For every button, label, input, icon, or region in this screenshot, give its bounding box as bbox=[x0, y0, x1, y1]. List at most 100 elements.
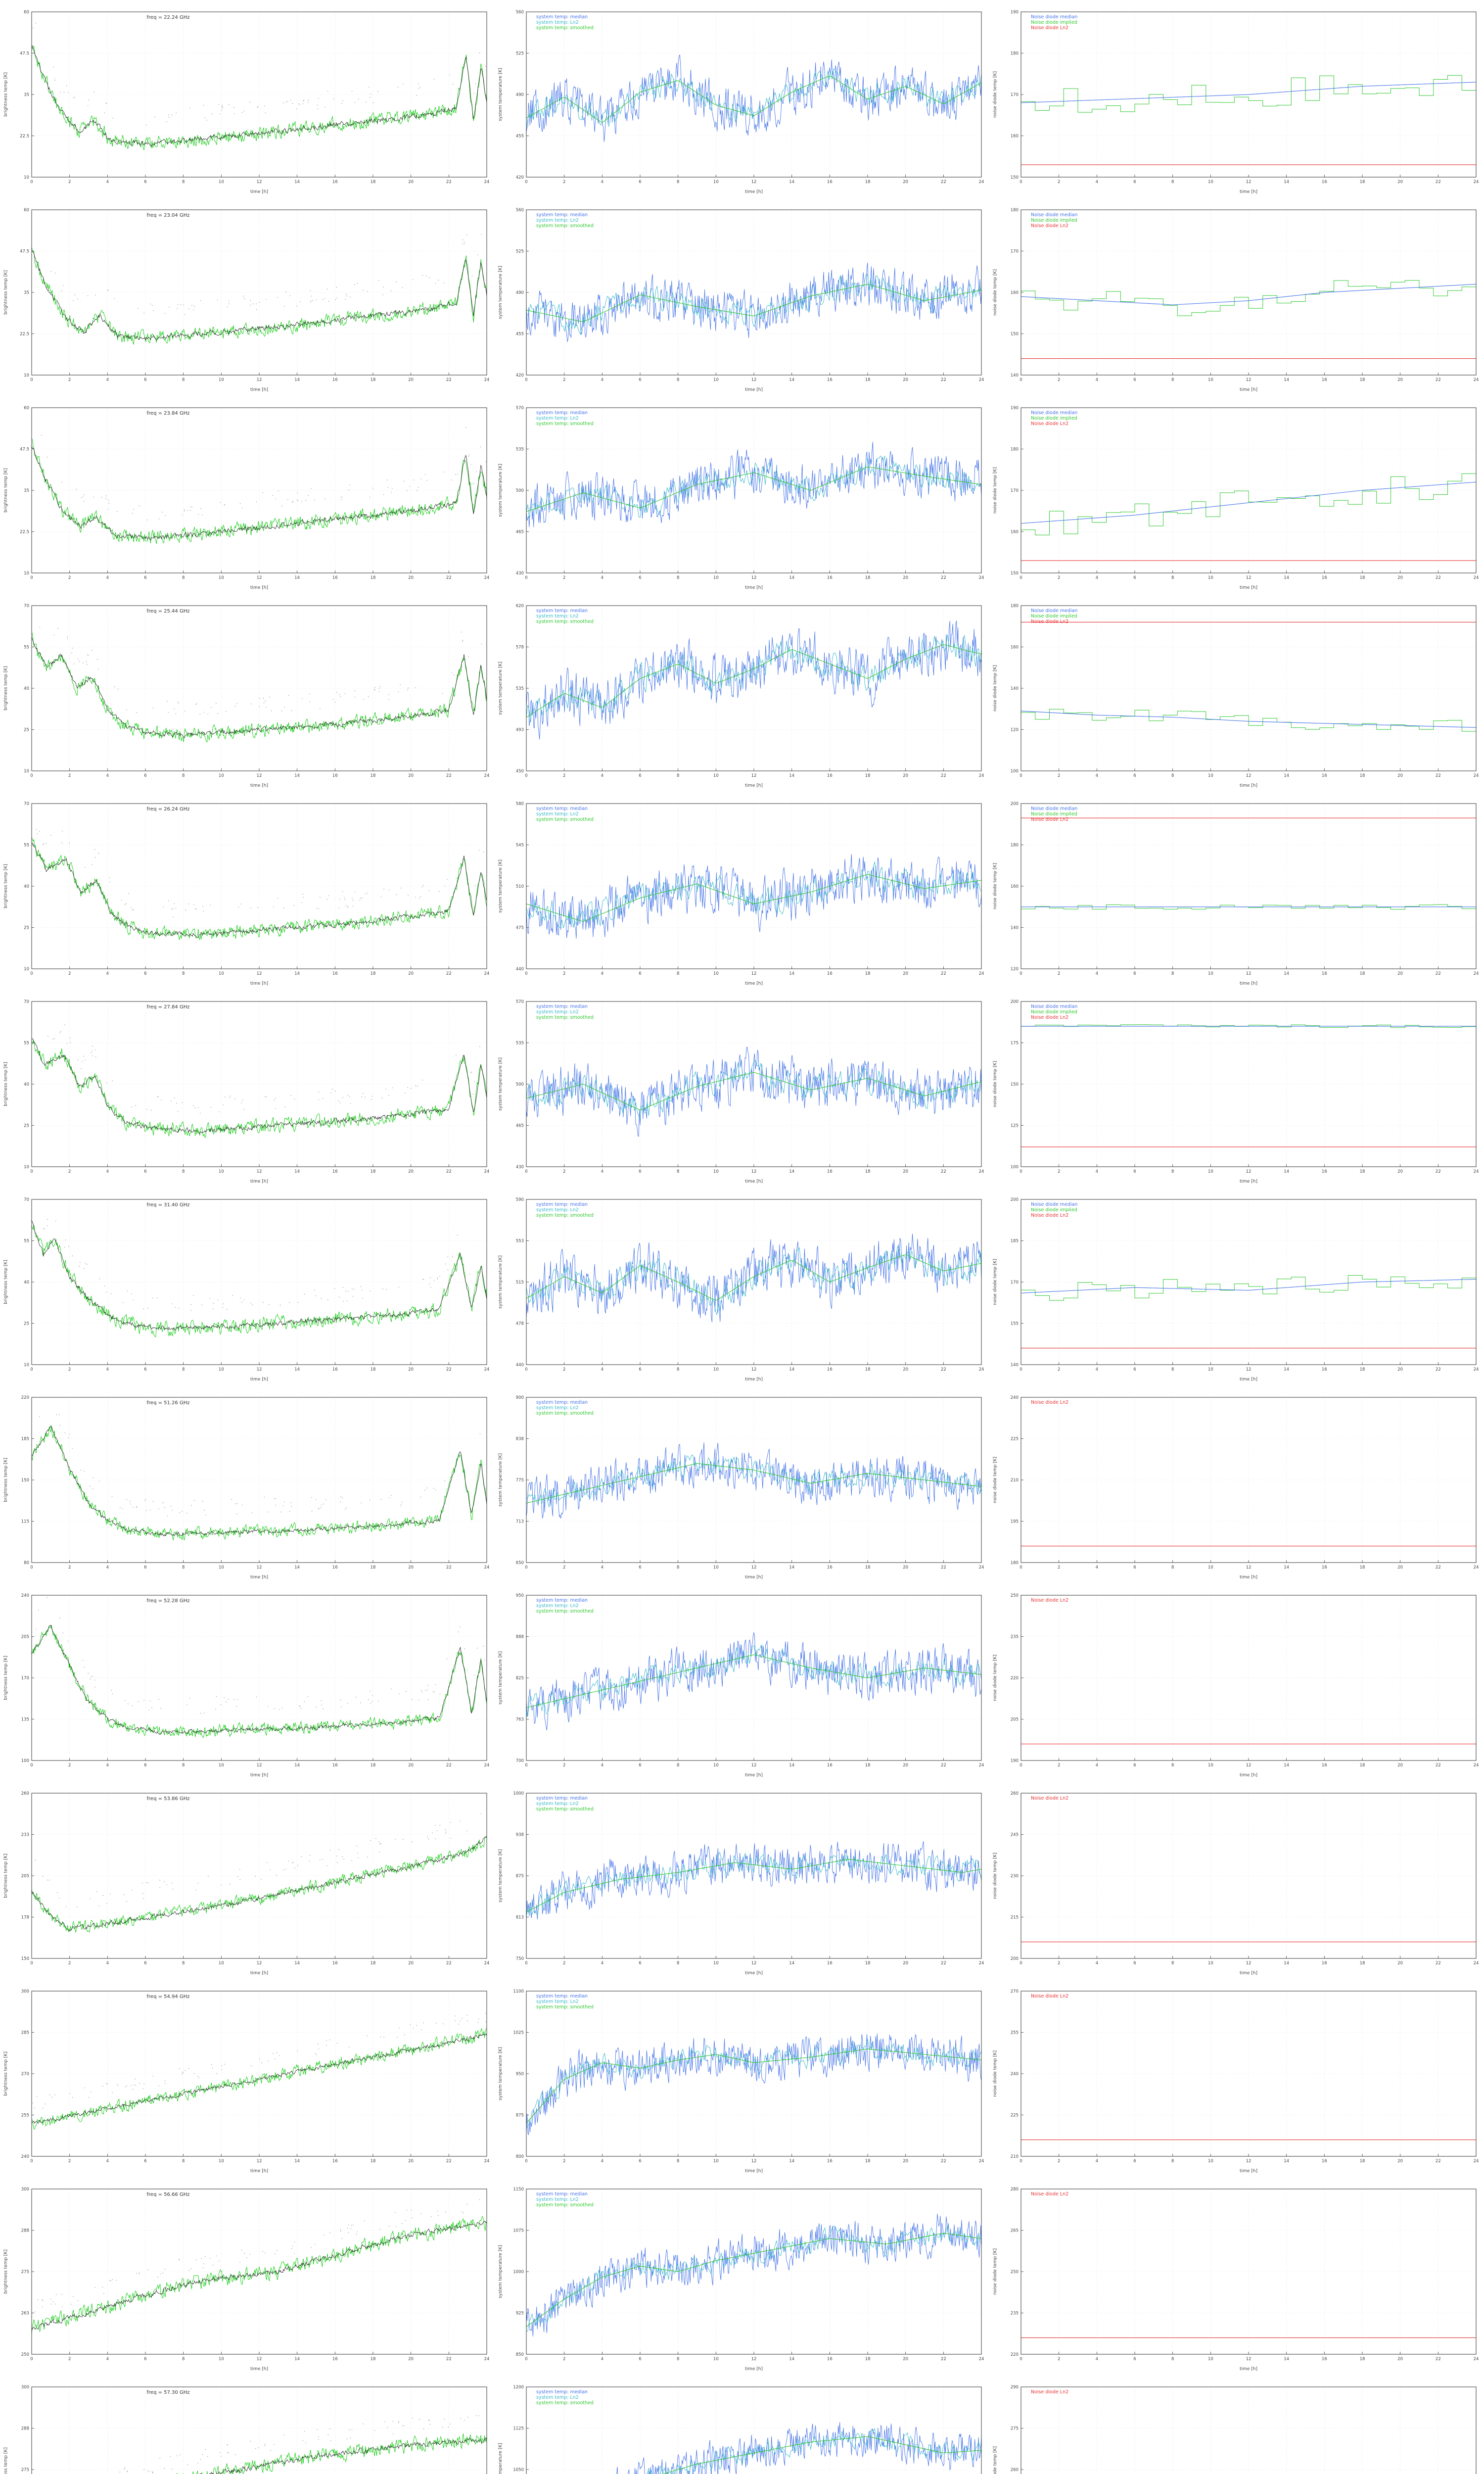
raw-sample-dot bbox=[396, 281, 397, 283]
raw-sample-dot bbox=[425, 474, 426, 475]
x-tick-label: 4 bbox=[1096, 1763, 1098, 1768]
x-tick-label: 2 bbox=[563, 2159, 565, 2164]
raw-sample-dot bbox=[316, 299, 317, 300]
raw-sample-dot bbox=[362, 898, 363, 899]
raw-sample-dot bbox=[294, 2253, 295, 2254]
plot-cell-r3-c3: 0 2 4 6 8 10 12 14 16 18 20 22 24 150 160 170 180 190 nois… bbox=[989, 396, 1484, 594]
raw-sample-dot bbox=[126, 1499, 127, 1500]
raw-sample-dot bbox=[231, 1499, 232, 1500]
sky median-line bbox=[32, 1624, 487, 1735]
raw-sample-dot bbox=[177, 1111, 179, 1112]
x-tick-label: 20 bbox=[408, 378, 414, 382]
raw-sample-dot bbox=[327, 91, 328, 92]
raw-sample-dot bbox=[404, 2034, 405, 2035]
raw-sample-dot bbox=[466, 2204, 468, 2205]
raw-sample-dot bbox=[325, 498, 326, 500]
raw-sample-dot bbox=[442, 2426, 443, 2428]
legend-entry: Noise diode median bbox=[1031, 1202, 1077, 1207]
raw-sample-dot bbox=[423, 1279, 424, 1280]
raw-sample-dot bbox=[101, 497, 102, 498]
raw-sample-dot bbox=[164, 2080, 166, 2082]
x-tick-label: 18 bbox=[371, 773, 376, 778]
y-tick-label: 195 bbox=[1011, 1520, 1019, 1524]
raw-sample-dot bbox=[50, 271, 52, 272]
raw-sample-dot bbox=[212, 2067, 213, 2069]
raw-sample-dot bbox=[35, 22, 36, 24]
raw-sample-dot bbox=[462, 640, 464, 641]
raw-sample-dot bbox=[413, 479, 414, 480]
x-axis-label: time [h] bbox=[250, 981, 268, 986]
raw-sample-dot bbox=[344, 897, 345, 898]
raw-sample-dot bbox=[98, 1905, 100, 1906]
raw-sample-dot bbox=[361, 1289, 363, 1291]
raw-sample-dot bbox=[110, 1893, 111, 1895]
raw-sample-dot bbox=[477, 2022, 478, 2023]
raw-sample-dot bbox=[197, 2463, 198, 2464]
x-tick-label: 22 bbox=[941, 1565, 946, 1570]
x-tick-label: 20 bbox=[903, 180, 908, 185]
x-tick-label: 14 bbox=[1284, 1565, 1289, 1570]
raw-sample-dot bbox=[195, 1890, 196, 1891]
x-tick-label: 2 bbox=[1058, 1763, 1060, 1768]
Noise diode implied-step-line bbox=[1021, 1275, 1476, 1301]
raw-sample-dot bbox=[305, 500, 306, 501]
raw-sample-dot bbox=[339, 899, 340, 900]
raw-sample-dot bbox=[328, 301, 329, 302]
x-tick-label: 8 bbox=[1171, 1367, 1174, 1372]
raw-sample-dot bbox=[412, 279, 414, 281]
x-tick-label: 22 bbox=[446, 2357, 452, 2362]
raw-sample-dot bbox=[445, 1833, 446, 1834]
raw-sample-dot bbox=[277, 2052, 278, 2053]
x-tick-label: 10 bbox=[713, 971, 719, 976]
x-tick-label: 12 bbox=[257, 180, 262, 185]
x-tick-label: 20 bbox=[903, 1367, 908, 1372]
raw-sample-dot bbox=[466, 1830, 467, 1832]
raw-sample-dot bbox=[468, 656, 469, 657]
raw-sample-dot bbox=[268, 2060, 269, 2062]
legend-entry: Noise diode Ln2 bbox=[1031, 421, 1068, 427]
raw-sample-dot bbox=[79, 1266, 80, 1267]
raw-sample-dot bbox=[43, 844, 44, 845]
y-tick-label: 115 bbox=[21, 1520, 29, 1524]
x-tick-label: 2 bbox=[1058, 971, 1060, 976]
legend-entry: system temp: smoothed bbox=[536, 25, 594, 31]
raw-sample-dot bbox=[74, 294, 76, 295]
x-tick-label: 14 bbox=[789, 2357, 794, 2362]
y-tick-label: 420 bbox=[516, 175, 524, 180]
y-tick-label: 580 bbox=[516, 802, 524, 807]
raw-sample-dot bbox=[309, 1860, 310, 1862]
x-tick-label: 10 bbox=[1208, 2357, 1213, 2362]
raw-sample-dot bbox=[95, 1056, 96, 1057]
x-tick-label: 8 bbox=[182, 2357, 185, 2362]
raw-sample-dot bbox=[162, 512, 163, 513]
raw-sample-dot bbox=[94, 1679, 95, 1681]
y-tick-label: 10 bbox=[24, 571, 29, 576]
plot-r4-c1: 0 2 4 6 8 10 12 14 16 18 20 22 241025405570brightnes… bbox=[3, 604, 489, 788]
x-tick-label: 8 bbox=[182, 180, 185, 185]
x-tick-label: 2 bbox=[68, 180, 71, 185]
sky median-line bbox=[32, 2033, 487, 2124]
raw-sample-dot bbox=[257, 106, 259, 107]
raw-sample-dot bbox=[297, 500, 299, 501]
x-tick-label: 4 bbox=[1096, 971, 1098, 976]
system temp: smoothed-line bbox=[661, 2436, 981, 2474]
y-tick-label: 1000 bbox=[513, 1791, 524, 1796]
raw-sample-dot bbox=[479, 1046, 480, 1047]
raw-sample-dot bbox=[105, 495, 107, 496]
raw-sample-dot bbox=[468, 454, 470, 455]
x-tick-label: 10 bbox=[219, 1763, 224, 1768]
plot-frame bbox=[31, 407, 487, 573]
x-tick-label: 18 bbox=[371, 1169, 376, 1174]
raw-sample-dot bbox=[347, 1703, 348, 1704]
x-tick-label: 22 bbox=[446, 180, 452, 185]
raw-sample-dot bbox=[273, 2444, 275, 2445]
x-tick-label: 22 bbox=[941, 378, 946, 382]
raw-sample-dot bbox=[62, 2306, 63, 2307]
x-tick-label: 18 bbox=[371, 1367, 376, 1372]
raw-sample-dot bbox=[298, 1302, 299, 1303]
x-tick-label: 4 bbox=[601, 1961, 603, 1966]
raw-sample-dot bbox=[251, 1512, 253, 1514]
raw-sample-dot bbox=[477, 254, 478, 255]
plot-frame bbox=[526, 1199, 982, 1365]
